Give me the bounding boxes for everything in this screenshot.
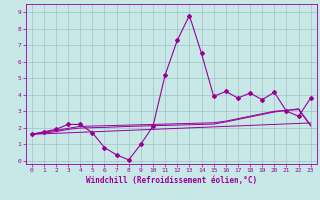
X-axis label: Windchill (Refroidissement éolien,°C): Windchill (Refroidissement éolien,°C) — [86, 176, 257, 185]
